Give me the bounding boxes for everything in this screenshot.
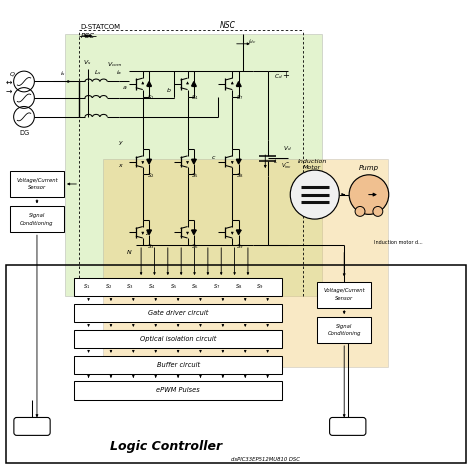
Text: $S_5$: $S_5$ — [191, 171, 199, 180]
Text: Signal: Signal — [29, 213, 45, 218]
Text: $S_3$: $S_3$ — [146, 242, 154, 251]
Polygon shape — [237, 159, 241, 164]
Text: $S_1$: $S_1$ — [83, 283, 91, 292]
Text: $i_a$: $i_a$ — [116, 69, 122, 77]
FancyBboxPatch shape — [74, 330, 282, 348]
Circle shape — [373, 207, 383, 216]
Text: $S_2$: $S_2$ — [146, 171, 154, 180]
Text: NSC: NSC — [219, 21, 236, 30]
Text: Buffer circuit: Buffer circuit — [156, 362, 200, 368]
FancyBboxPatch shape — [14, 418, 50, 436]
Text: $i_s$: $i_s$ — [60, 70, 66, 78]
Text: Sensor: Sensor — [28, 185, 46, 191]
Text: $C_d$: $C_d$ — [273, 73, 283, 81]
Text: $V_{inv}^-$: $V_{inv}^-$ — [281, 162, 292, 171]
Text: $S_7$: $S_7$ — [213, 283, 220, 292]
Text: $S_7$: $S_7$ — [236, 93, 244, 102]
FancyBboxPatch shape — [74, 304, 282, 322]
Text: Conditioning: Conditioning — [328, 331, 361, 337]
Text: $S_4$: $S_4$ — [148, 283, 155, 292]
Text: $S_4$: $S_4$ — [191, 93, 199, 102]
Text: Motor: Motor — [303, 165, 321, 170]
Text: a: a — [123, 85, 127, 90]
Text: dsPIC33EP512MU810 DSC: dsPIC33EP512MU810 DSC — [231, 457, 300, 462]
Text: $S_1$: $S_1$ — [146, 93, 154, 102]
Polygon shape — [147, 159, 151, 164]
Text: c: c — [212, 155, 215, 160]
Polygon shape — [237, 230, 241, 235]
Text: $\rightarrow$: $\rightarrow$ — [4, 86, 14, 95]
Text: $S_5$: $S_5$ — [170, 283, 177, 292]
FancyBboxPatch shape — [74, 278, 282, 296]
Polygon shape — [191, 82, 196, 86]
Text: Induction motor d...: Induction motor d... — [374, 240, 422, 245]
Text: $V_{com}$: $V_{com}$ — [107, 60, 122, 69]
FancyBboxPatch shape — [329, 418, 366, 436]
Text: ADC: ADC — [341, 424, 355, 429]
Text: Gate driver circuit: Gate driver circuit — [148, 310, 208, 316]
Text: Conditioning: Conditioning — [20, 221, 54, 226]
Text: $S_6$: $S_6$ — [191, 242, 199, 251]
Text: ePWM Pulses: ePWM Pulses — [156, 387, 200, 393]
Polygon shape — [147, 230, 151, 235]
Text: DG: DG — [19, 130, 29, 137]
Text: Induction: Induction — [298, 159, 327, 164]
Polygon shape — [147, 82, 151, 86]
Text: b: b — [167, 88, 171, 93]
Text: N: N — [127, 250, 131, 255]
Text: $S_8$: $S_8$ — [236, 171, 244, 180]
Polygon shape — [191, 230, 196, 235]
Circle shape — [355, 207, 365, 216]
Text: $S_9$: $S_9$ — [236, 242, 244, 251]
FancyBboxPatch shape — [65, 35, 322, 296]
Text: $i_L$: $i_L$ — [273, 157, 279, 166]
FancyBboxPatch shape — [317, 282, 371, 308]
Text: $S_2$: $S_2$ — [105, 283, 112, 292]
FancyBboxPatch shape — [317, 317, 371, 343]
Polygon shape — [191, 159, 196, 164]
Text: $L_s$: $L_s$ — [94, 69, 102, 77]
Text: $S_9$: $S_9$ — [256, 283, 264, 292]
FancyBboxPatch shape — [10, 171, 64, 197]
Text: Optical isolation circuit: Optical isolation circuit — [140, 336, 216, 342]
Text: PCC: PCC — [81, 33, 94, 39]
Text: Voltage/Current: Voltage/Current — [323, 288, 365, 293]
Text: Pump: Pump — [359, 165, 379, 171]
FancyBboxPatch shape — [10, 206, 64, 232]
Text: x: x — [118, 163, 122, 168]
Text: +: + — [282, 72, 289, 80]
Text: z: z — [145, 231, 148, 236]
Text: Signal: Signal — [336, 324, 352, 328]
FancyBboxPatch shape — [74, 356, 282, 374]
FancyBboxPatch shape — [74, 381, 282, 400]
Text: $i_{dc}$: $i_{dc}$ — [247, 37, 256, 46]
Text: $S_8$: $S_8$ — [235, 283, 242, 292]
Polygon shape — [237, 82, 241, 86]
Text: Voltage/Current: Voltage/Current — [16, 178, 58, 182]
Text: ADC: ADC — [25, 424, 39, 429]
Circle shape — [290, 170, 339, 219]
Text: $S_6$: $S_6$ — [191, 283, 199, 292]
FancyBboxPatch shape — [103, 159, 388, 366]
Circle shape — [349, 175, 389, 214]
Text: $\leftrightarrow$: $\leftrightarrow$ — [4, 78, 14, 87]
Text: Logic Controller: Logic Controller — [110, 440, 222, 453]
Text: $V_s$: $V_s$ — [83, 58, 92, 67]
Text: y: y — [118, 140, 122, 145]
Text: Q: Q — [9, 72, 14, 77]
Text: $S_3$: $S_3$ — [126, 283, 134, 292]
Text: Sensor: Sensor — [335, 296, 353, 301]
Text: $V_d$: $V_d$ — [283, 144, 292, 153]
Text: D-STATCOM: D-STATCOM — [80, 24, 120, 30]
